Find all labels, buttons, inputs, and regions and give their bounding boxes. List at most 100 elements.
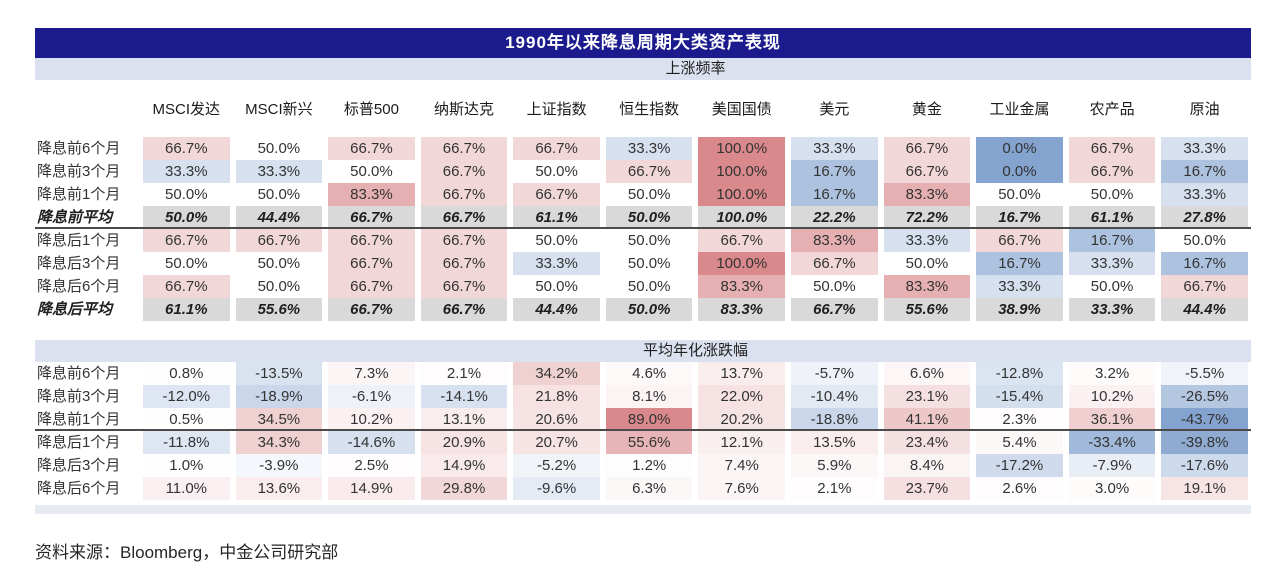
heatmap-cell: 0.0% <box>976 160 1063 183</box>
table-row: 降息前1个月 50.0% 50.0% 83.3% 66.7% 66.7% 50.0% 100.… <box>35 183 1251 206</box>
heatmap-cell: 66.7% <box>420 229 508 252</box>
heatmap-cell: 11.0% <box>143 477 230 500</box>
heatmap-cell: 21.8% <box>513 385 600 408</box>
row-label: 降息后6个月 <box>37 480 121 497</box>
heatmap-cell: 10.2% <box>328 408 415 429</box>
heatmap-cell: 20.9% <box>420 431 508 454</box>
heatmap-cell: 66.7% <box>328 252 415 275</box>
heatmap-cell: 83.3% <box>883 183 971 206</box>
heatmap-cell: 50.0% <box>605 183 693 206</box>
heatmap-cell: -12.8% <box>976 362 1063 385</box>
heatmap-cell: 16.7% <box>1161 160 1248 183</box>
heatmap-cell: 66.7% <box>420 275 508 298</box>
heatmap-cell: 66.7% <box>420 206 508 227</box>
heatmap-cell: 2.1% <box>420 362 508 385</box>
row-label: 降息前6个月 <box>37 365 121 382</box>
heatmap-cell: 66.7% <box>883 160 971 183</box>
heatmap-cell: 0.8% <box>143 362 230 385</box>
heatmap-cell: 33.3% <box>976 275 1063 298</box>
heatmap-cell: -17.2% <box>976 454 1063 477</box>
heatmap-cell: 66.7% <box>513 183 600 206</box>
column-header: MSCI新兴 <box>245 101 313 118</box>
heatmap-cell: 5.9% <box>791 454 878 477</box>
heatmap-cell: -5.2% <box>513 454 600 477</box>
source-note: 资料来源：Bloomberg，中金公司研究部 <box>35 543 339 562</box>
column-header: 农产品 <box>1089 101 1135 118</box>
row-label: 降息后3个月 <box>37 457 121 474</box>
heatmap-cell: 33.3% <box>1161 137 1248 160</box>
heatmap-cell: -43.7% <box>1161 408 1248 429</box>
heatmap-cell: 66.7% <box>143 275 230 298</box>
heatmap-cell: -12.0% <box>143 385 230 408</box>
table-row: 降息前3个月 33.3% 33.3% 50.0% 66.7% 50.0% 66.7% 100.… <box>35 160 1251 183</box>
heatmap-cell: 50.0% <box>235 183 323 206</box>
table-row: 降息后6个月 66.7% 50.0% 66.7% 66.7% 50.0% 50.0% 83.3… <box>35 275 1251 298</box>
heatmap-cell: 13.6% <box>235 477 323 500</box>
heatmap-cell: 61.1% <box>513 206 600 227</box>
column-header: 黄金 <box>911 101 942 118</box>
heatmap-cell: -13.5% <box>235 362 323 385</box>
heatmap-cell: 2.6% <box>976 477 1063 500</box>
row-label: 降息后1个月 <box>37 232 121 249</box>
table-row: 降息前3个月 -12.0% -18.9% -6.1% -14.1% 21.8% 8.1% 22… <box>35 385 1251 408</box>
heatmap-cell: 50.0% <box>328 160 415 183</box>
heatmap-cell: 66.7% <box>1161 275 1248 298</box>
heatmap-cell: 66.7% <box>883 137 971 160</box>
heatmap-cell: -9.6% <box>513 477 600 500</box>
heatmap-cell: 1.0% <box>143 454 230 477</box>
heatmap-cell: 33.3% <box>143 160 230 183</box>
heatmap-cell: 66.7% <box>143 137 230 160</box>
heatmap-cell: 3.2% <box>1068 362 1156 385</box>
heatmap-cell: 33.3% <box>791 137 878 160</box>
heatmap-cell: 50.0% <box>605 275 693 298</box>
heatmap-cell: 16.7% <box>791 183 878 206</box>
heatmap-cell: 7.3% <box>328 362 415 385</box>
heatmap-cell: 23.7% <box>883 477 971 500</box>
table-row: 降息前1个月 0.5% 34.5% 10.2% 13.1% 20.6% 89.0% 20.2%… <box>35 408 1251 431</box>
heatmap-cell: -17.6% <box>1161 454 1248 477</box>
heatmap-cell: 55.6% <box>235 298 323 321</box>
heatmap-cell: 61.1% <box>143 298 230 321</box>
heatmap-cell: 66.7% <box>791 298 878 321</box>
row-label: 降息前1个月 <box>37 186 121 203</box>
heatmap-cell: 66.7% <box>328 206 415 227</box>
heatmap-cell: 66.7% <box>420 183 508 206</box>
column-header: 纳斯达克 <box>434 101 495 118</box>
heatmap-cell: 66.7% <box>420 298 508 321</box>
heatmap-cell: 50.0% <box>1068 275 1156 298</box>
heatmap-cell: 41.1% <box>883 408 971 429</box>
heatmap-cell: 34.2% <box>513 362 600 385</box>
column-header: 原油 <box>1189 101 1220 118</box>
heatmap-cell: 50.0% <box>605 298 693 321</box>
heatmap-cell: 33.3% <box>513 252 600 275</box>
column-header: 美元 <box>819 101 850 118</box>
heatmap-cell: -6.1% <box>328 385 415 408</box>
heatmap-cell: 66.7% <box>791 252 878 275</box>
heatmap-cell: 66.7% <box>328 298 415 321</box>
heatmap-cell: -15.4% <box>976 385 1063 408</box>
column-header-row: MSCI发达 MSCI新兴 标普500 纳斯达克 上证指数 恒生指数 美国国债 美元 黄金 工业金… <box>35 80 1251 137</box>
heatmap-cell: 38.9% <box>976 298 1063 321</box>
heatmap-cell: 50.0% <box>1068 183 1156 206</box>
heatmap-cell: 50.0% <box>605 206 693 227</box>
heatmap-cell: 50.0% <box>235 252 323 275</box>
column-header: 标普500 <box>343 101 399 118</box>
heatmap-cell: 66.7% <box>1068 137 1156 160</box>
heatmap-cell: 66.7% <box>420 137 508 160</box>
heatmap-cell: 16.7% <box>1161 252 1248 275</box>
heatmap-cell: 50.0% <box>883 252 971 275</box>
heatmap-cell: 44.4% <box>235 206 323 227</box>
heatmap-cell: 100.0% <box>698 183 786 206</box>
heatmap-cell: 33.3% <box>1068 252 1156 275</box>
heatmap-cell: 20.2% <box>698 408 786 429</box>
heatmap-cell: 12.1% <box>698 431 786 454</box>
heatmap-cell: 16.7% <box>791 160 878 183</box>
heatmap-cell: 7.4% <box>698 454 786 477</box>
heatmap-cell: 66.7% <box>143 229 230 252</box>
heatmap-cell: 0.5% <box>143 408 230 429</box>
table-body: 上涨频率 MSCI发达 MSCI新兴 标普500 纳斯达克 上证指数 恒生指数 美国国债 美元 黄… <box>35 58 1251 500</box>
section-band-label: 上涨频率 <box>665 60 726 77</box>
table-row: 降息后1个月 -11.8% 34.3% -14.6% 20.9% 20.7% 55.6% 12… <box>35 431 1251 454</box>
heatmap-cell: 27.8% <box>1161 206 1248 227</box>
